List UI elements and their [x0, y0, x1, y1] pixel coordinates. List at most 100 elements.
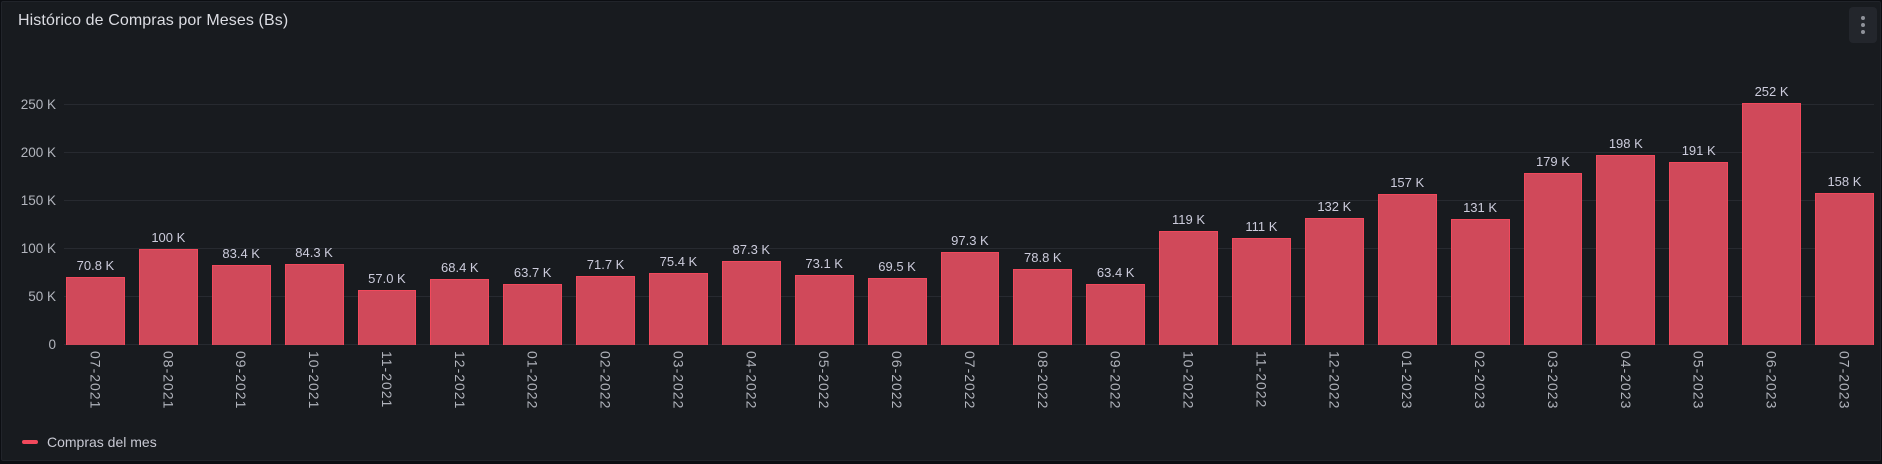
bar-group-10-2021: 84.3 K [284, 245, 344, 345]
x-tick-label: 02-2023 [1472, 351, 1489, 410]
bar-value-label: 84.3 K [295, 245, 333, 261]
bar-group-08-2022: 78.8 K [1013, 250, 1073, 345]
bar-09-2022[interactable] [1086, 284, 1146, 345]
bar-value-label: 100 K [151, 230, 186, 245]
x-tick: 10-2021 [285, 351, 344, 409]
bar-10-2022[interactable] [1159, 230, 1218, 345]
x-tick: 07-2021 [66, 351, 125, 409]
bar-11-2021[interactable] [357, 290, 417, 345]
x-tick: 09-2021 [212, 351, 271, 409]
x-tick: 02-2022 [576, 351, 635, 409]
x-tick-label: 06-2022 [889, 351, 906, 410]
x-tick: 10-2022 [1159, 351, 1218, 409]
bar-group-07-2022: 97.3 K [940, 232, 1000, 345]
x-tick-label: 11-2021 [378, 351, 395, 409]
bar-value-label: 111 K [1245, 219, 1278, 235]
x-tick-label: 07-2022 [961, 351, 978, 410]
x-tick-label: 10-2022 [1180, 351, 1197, 410]
y-tick-label: 200 K [20, 145, 56, 160]
gridline-200K [64, 152, 1874, 153]
bar-07-2023[interactable] [1815, 193, 1874, 345]
y-tick-label: 50 K [28, 289, 56, 304]
x-axis: 07-2021 08-2021 09-2021 10-2021 11-2021 12-20… [66, 351, 1874, 409]
x-tick-label: 07-2023 [1836, 351, 1853, 410]
bar-04-2022[interactable] [721, 261, 781, 345]
bar-group-03-2022: 75.4 K [649, 254, 708, 345]
bar-group-12-2022: 132 K [1304, 199, 1364, 345]
bar-group-03-2023: 179 K [1523, 154, 1583, 345]
bar-06-2023[interactable] [1742, 103, 1801, 345]
bar-02-2022[interactable] [576, 276, 635, 345]
bar-value-label: 158 K [1827, 174, 1862, 190]
bar-group-05-2023: 191 K [1669, 143, 1729, 345]
bar-06-2022[interactable] [867, 278, 927, 345]
bar-12-2022[interactable] [1304, 218, 1364, 345]
x-tick-label: 03-2022 [670, 351, 687, 410]
bar-value-label: 83.4 K [222, 245, 260, 261]
bar-03-2023[interactable] [1523, 173, 1583, 345]
bar-12-2021[interactable] [430, 279, 490, 345]
x-tick: 04-2023 [1596, 351, 1655, 409]
bar-02-2023[interactable] [1450, 219, 1510, 345]
x-tick-label: 09-2022 [1107, 351, 1124, 410]
bar-01-2023[interactable] [1377, 194, 1437, 345]
gridline-100K [64, 248, 1874, 249]
bar-value-label: 198 K [1608, 135, 1643, 151]
x-tick-label: 06-2023 [1763, 351, 1780, 410]
bar-08-2021[interactable] [138, 249, 198, 345]
bar-group-04-2022: 87.3 K [721, 242, 781, 345]
bar-03-2022[interactable] [649, 272, 708, 345]
y-tick-label: 150 K [20, 193, 56, 208]
x-tick: 01-2023 [1378, 351, 1437, 409]
bar-05-2022[interactable] [794, 274, 854, 345]
bar-04-2023[interactable] [1596, 154, 1656, 345]
plot-area: 70.8 K 100 K 83.4 K 84.3 K 57.0 K 68.4 K 63.7 … [64, 52, 1874, 345]
bar-09-2021[interactable] [211, 264, 271, 345]
bar-group-08-2021: 100 K [138, 230, 198, 345]
bar-01-2022[interactable] [503, 283, 563, 345]
bar-value-label: 75.4 K [659, 253, 698, 269]
bar-group-05-2022: 73.1 K [794, 256, 854, 345]
bar-value-label: 97.3 K [951, 232, 989, 248]
bar-group-11-2022: 111 K [1232, 219, 1291, 345]
legend-item-compras-del-mes[interactable]: Compras del mes [22, 434, 157, 450]
x-tick: 08-2022 [1013, 351, 1072, 409]
x-tick: 09-2022 [1086, 351, 1145, 409]
bar-value-label: 63.4 K [1096, 265, 1135, 281]
x-tick: 04-2022 [722, 351, 781, 409]
bar-07-2022[interactable] [940, 251, 1000, 345]
bar-value-label: 132 K [1317, 199, 1352, 215]
x-tick-label: 02-2022 [597, 351, 614, 410]
bar-05-2023[interactable] [1669, 161, 1729, 345]
bar-07-2021[interactable] [66, 277, 125, 345]
bar-group-09-2022: 63.4 K [1086, 265, 1146, 345]
bar-group-12-2021: 68.4 K [430, 260, 490, 345]
x-tick-label: 01-2022 [524, 351, 541, 410]
x-tick: 01-2022 [503, 351, 562, 409]
bar-10-2021[interactable] [284, 264, 344, 345]
gridline-150K [64, 200, 1874, 201]
legend-series-swatch [22, 440, 38, 444]
bar-value-label: 119 K [1172, 211, 1206, 227]
x-tick: 03-2022 [649, 351, 708, 409]
x-tick-label: 01-2023 [1399, 351, 1416, 410]
bar-group-04-2023: 198 K [1596, 135, 1656, 345]
bar-series: 70.8 K 100 K 83.4 K 84.3 K 57.0 K 68.4 K 63.7 … [66, 52, 1874, 345]
panel-menu-button[interactable] [1849, 7, 1877, 43]
bar-value-label: 78.8 K [1024, 250, 1062, 266]
y-axis: 0 50 K 100 K 150 K 200 K 250 K [2, 52, 56, 352]
x-tick-label: 08-2022 [1034, 351, 1051, 410]
x-tick-label: 04-2023 [1617, 351, 1634, 410]
panel-title: Histórico de Compras por Meses (Bs) [18, 12, 289, 29]
y-tick-label: 100 K [20, 241, 56, 256]
bar-08-2022[interactable] [1013, 269, 1073, 345]
bar-group-06-2022: 69.5 K [867, 259, 927, 345]
bar-11-2022[interactable] [1232, 238, 1291, 345]
bar-value-label: 69.5 K [878, 259, 916, 275]
bar-value-label: 131 K [1463, 200, 1498, 216]
bar-value-label: 87.3 K [732, 242, 771, 258]
bar-value-label: 71.7 K [586, 257, 625, 273]
x-tick: 11-2022 [1232, 351, 1291, 409]
bar-group-07-2023: 158 K [1815, 174, 1874, 345]
